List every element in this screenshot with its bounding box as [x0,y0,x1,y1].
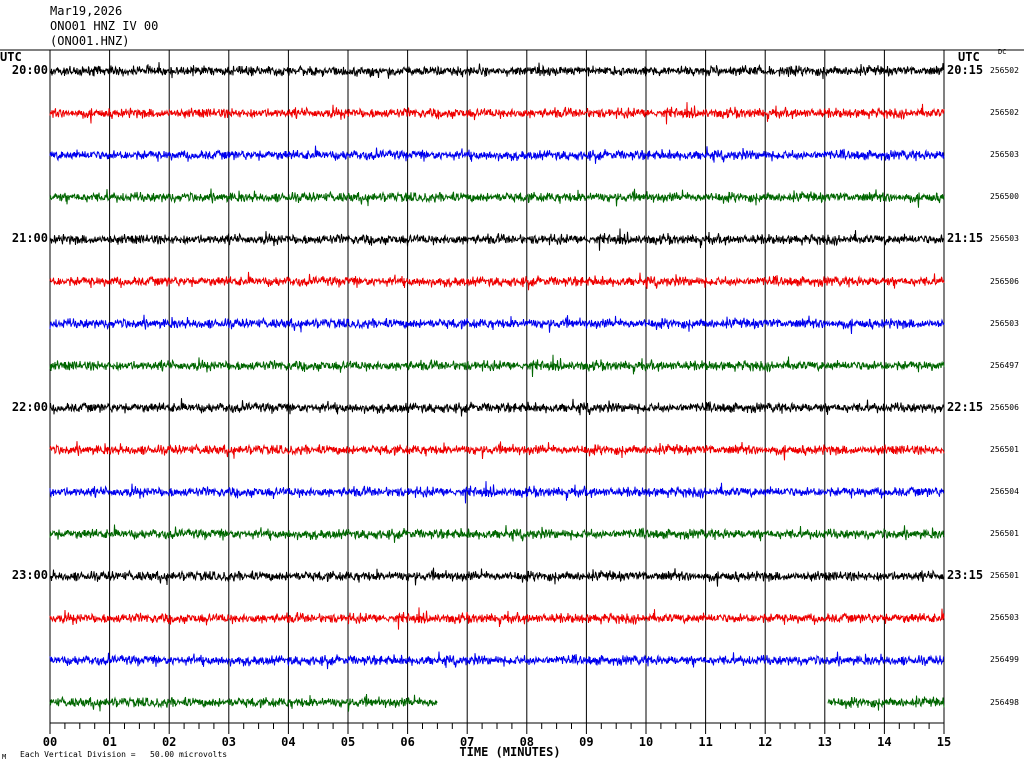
dc-value-label: 256501 [990,529,1019,539]
x-tick-label: 01 [102,735,117,749]
x-tick-label: 11 [698,735,713,749]
trace-line [49,271,945,291]
station-label: ONO01 HNZ IV 00 [50,19,159,33]
scale-note: Each Vertical Division = 50.00 microvolt… [20,750,228,759]
corner-mark: M [2,753,7,761]
trace-line [49,62,945,80]
x-tick-label: 02 [161,735,177,749]
utc-right-label: UTC [958,50,980,64]
dc-value-label: 256499 [990,655,1019,665]
dc-value-label: 256502 [990,108,1019,118]
dc-value-label: 256501 [990,571,1019,581]
dc-value-label: 256502 [990,66,1019,75]
x-tick-label: 09 [579,735,594,749]
x-tick-label: 00 [42,735,58,749]
trace-line [49,481,945,504]
trace-line [49,145,945,164]
trace-line [49,607,945,630]
trace-line [49,188,945,208]
x-tick-label: 06 [400,735,415,749]
dc-value-label: 256503 [990,234,1019,244]
hour-label-right: 23:15 [947,568,984,583]
trace-line [49,354,945,378]
trace-line [49,398,945,417]
trace-line [49,567,945,587]
x-tick-label: 03 [221,735,237,749]
hour-label-left: 23:00 [11,568,48,583]
hour-label-right: 22:15 [947,399,984,414]
dc-header-label: DC [998,48,1007,56]
trace-line [49,651,945,670]
dc-value-label: 256500 [990,192,1019,202]
dc-value-label: 256506 [990,402,1019,412]
dc-value-label: 256503 [990,318,1019,328]
x-tick-label: 13 [817,735,833,749]
x-tick-label: 05 [340,735,356,749]
trace-line [49,524,945,543]
hour-label-left: 22:00 [11,399,48,414]
trace-line [49,441,945,461]
dc-value-label: 256503 [990,613,1019,623]
station-code-label: (ONO01.HNZ) [50,34,130,48]
trace-line [49,228,945,251]
date-label: Mar19,2026 [50,4,123,18]
dc-value-label: 256497 [990,360,1019,370]
hour-label-left: 21:00 [11,231,48,246]
trace-line [49,102,945,125]
trace-line [49,314,945,335]
x-tick-label: 12 [757,735,773,749]
x-tick-label: 07 [459,735,475,749]
dc-value-label: 256501 [990,444,1019,454]
x-tick-label: 08 [519,735,535,749]
hour-label-right: 21:15 [947,231,984,246]
x-tick-label: 14 [877,735,892,749]
dc-value-label: 256504 [990,487,1019,496]
hour-label-left: 20:00 [11,63,48,77]
dc-value-label: 256503 [990,150,1019,160]
x-tick-label: 04 [281,735,296,749]
x-tick-label: 15 [936,735,952,749]
trace-line [49,693,945,712]
hour-label-right: 20:15 [947,63,984,77]
utc-left-label: UTC [0,50,22,64]
dc-value-label: 256506 [990,276,1019,286]
x-axis-title: TIME (MINUTES) [459,745,561,759]
dc-value-label: 256498 [990,697,1019,707]
x-tick-label: 10 [638,735,654,749]
